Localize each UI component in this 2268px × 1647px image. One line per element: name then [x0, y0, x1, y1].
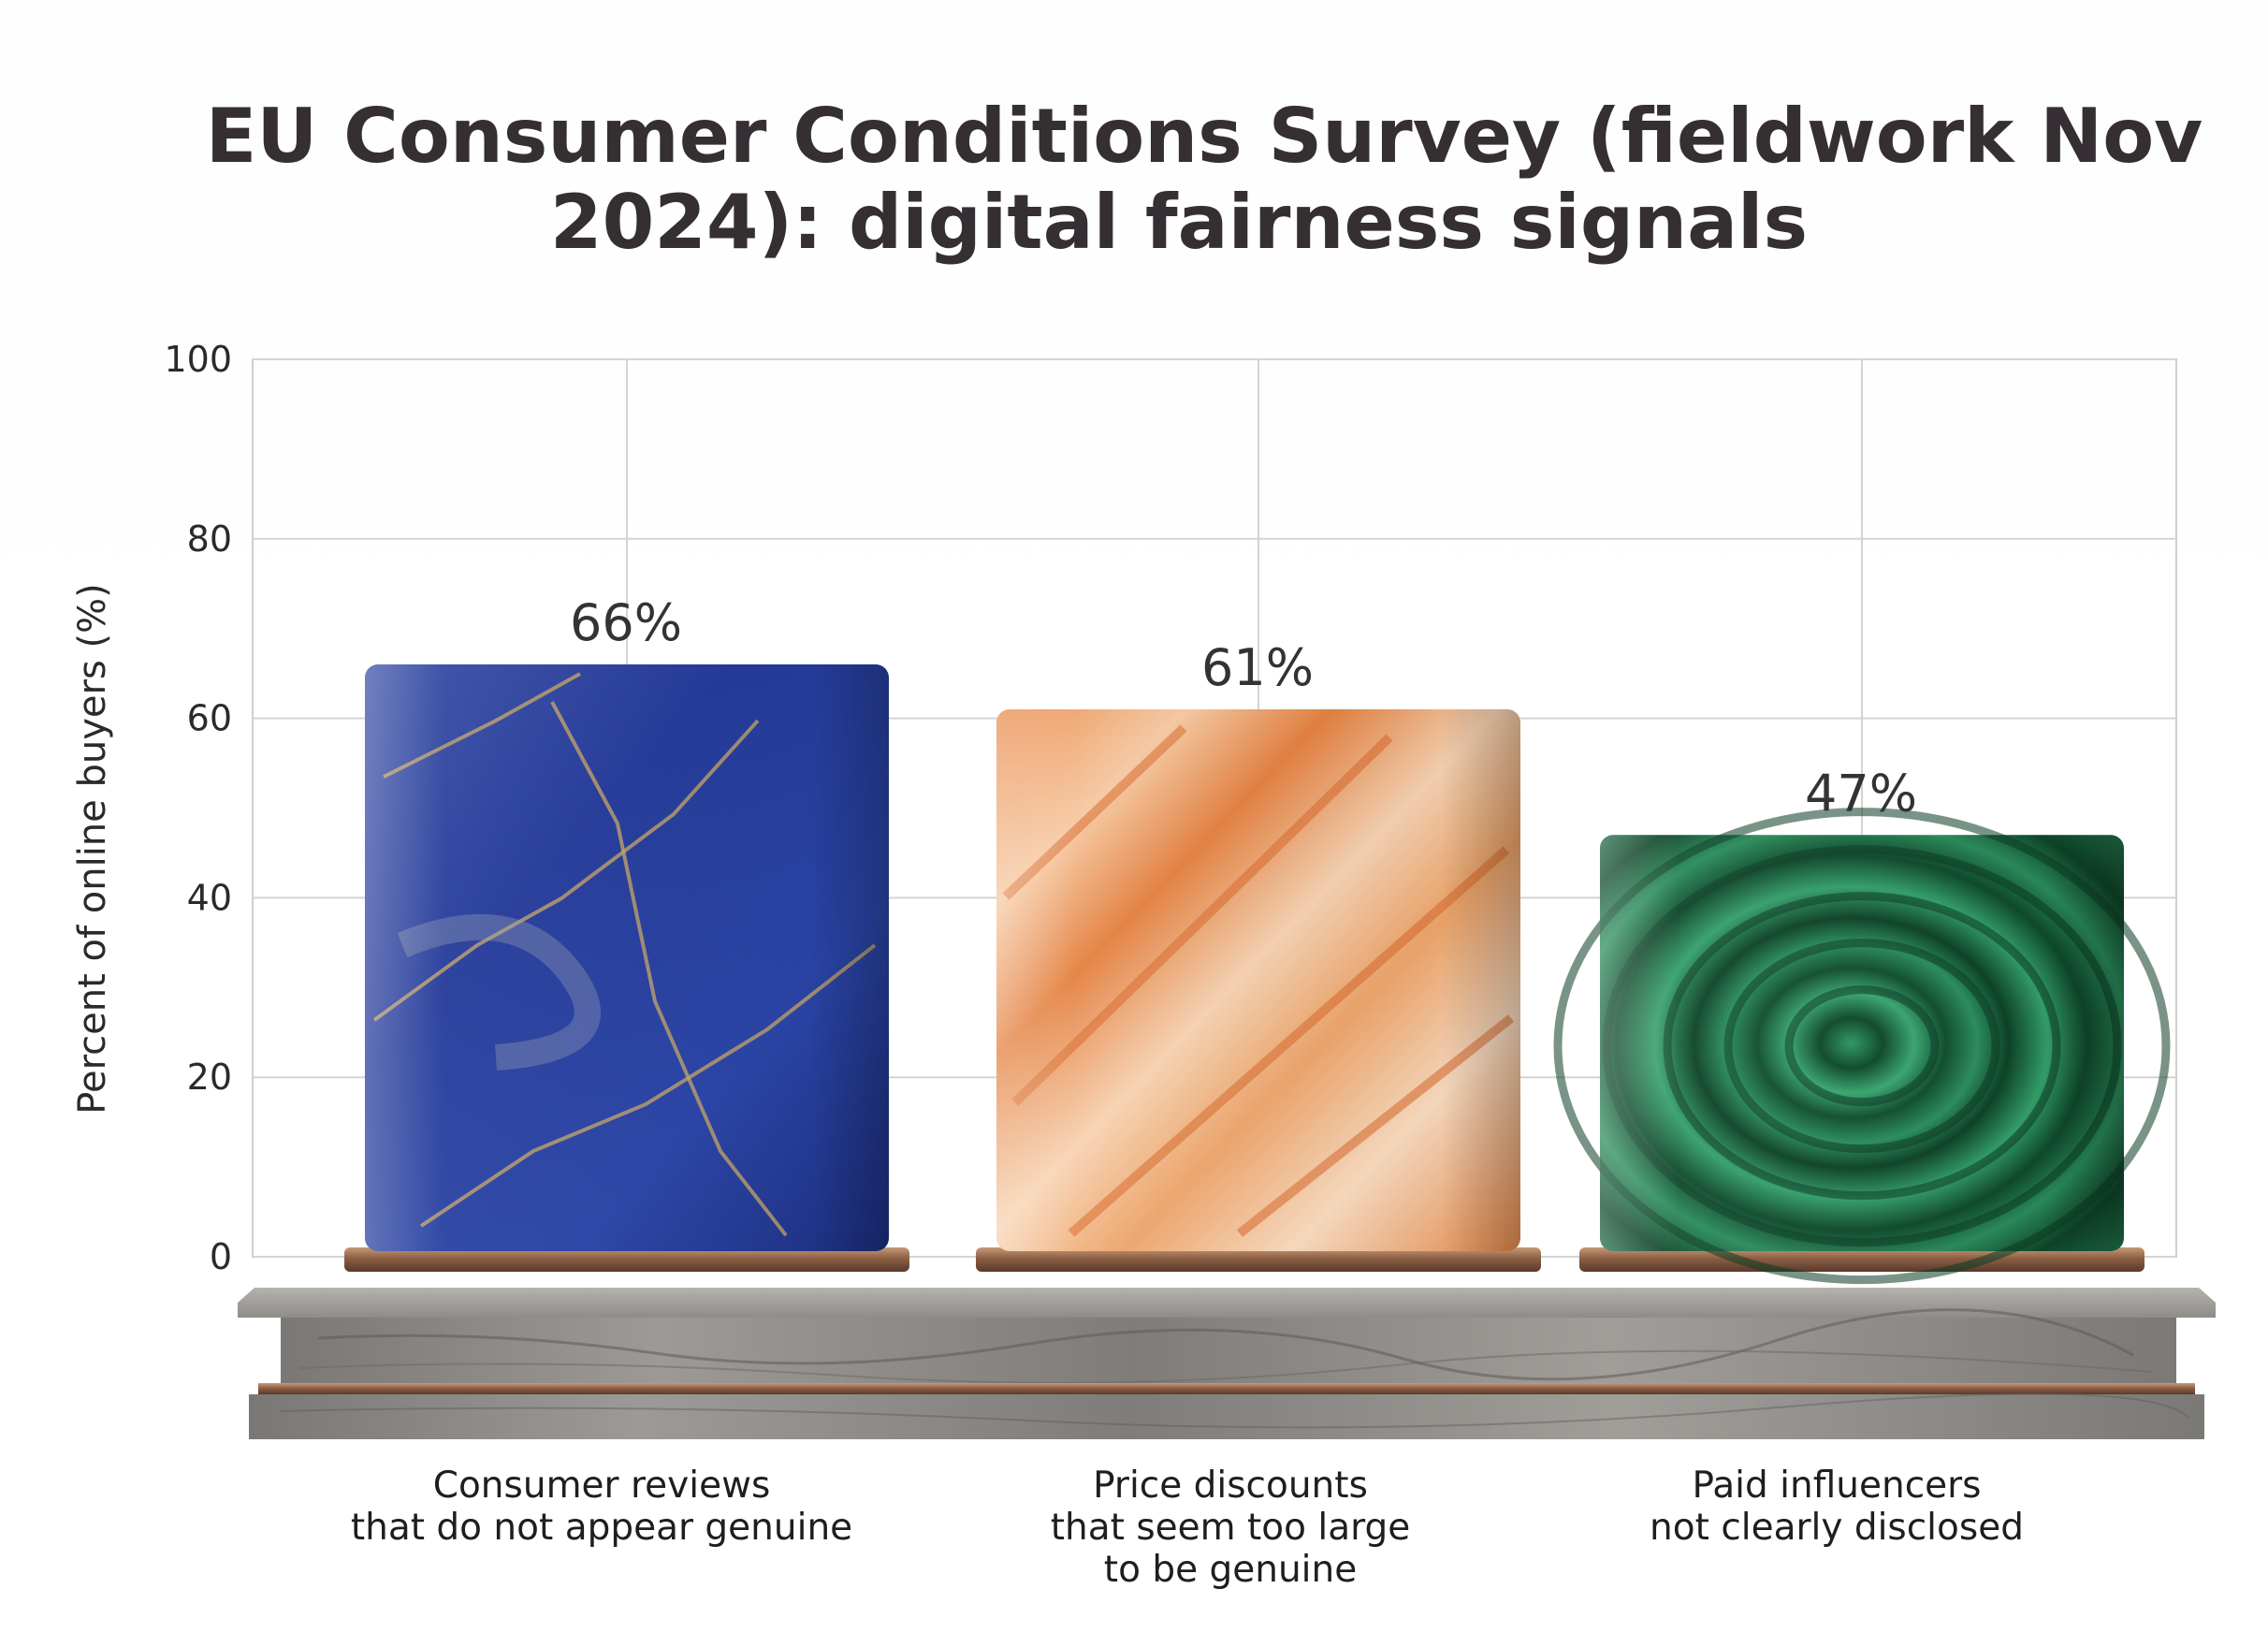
x-category-label: Price discounts that seem too large to be …	[1051, 1465, 1411, 1591]
x-category-label-line: that seem too large	[1051, 1507, 1411, 1549]
y-tick-label: 20	[187, 1057, 232, 1098]
y-tick-label: 80	[187, 518, 232, 560]
bar-group	[976, 709, 1541, 1272]
x-category-label-line: that do not appear genuine	[351, 1507, 852, 1549]
chart-title-line-2: 2024): digital fairness signals	[550, 179, 1808, 266]
y-axis-label: Percent of online buyers (%)	[71, 583, 114, 1114]
malachite-ring	[1553, 808, 2171, 1285]
bar-plinth	[344, 1247, 909, 1272]
bar-value-label: 61%	[1201, 638, 1314, 697]
bar-group	[1553, 808, 2171, 1285]
stone-pedestal	[238, 1288, 2216, 1439]
bar-value-label: 47%	[1805, 764, 1917, 823]
bar-gloss	[365, 664, 889, 1251]
x-category-label-line: not clearly disclosed	[1650, 1507, 2024, 1549]
bars	[344, 664, 2171, 1285]
x-category-label: Paid influencers not clearly disclosed	[1650, 1465, 2024, 1549]
x-category-label-line: Price discounts	[1093, 1465, 1368, 1507]
chart-title: EU Consumer Conditions Survey (fieldwork…	[206, 93, 2203, 266]
y-tick-label: 60	[187, 698, 232, 739]
bar-gloss	[996, 709, 1520, 1251]
bar-value-label: 66%	[570, 593, 682, 652]
bar-gloss	[1600, 835, 2124, 1251]
x-category-label: Consumer reviews that do not appear genui…	[351, 1465, 852, 1549]
chart-title-line-1: EU Consumer Conditions Survey (fieldwork…	[206, 93, 2203, 180]
x-category-label-line: to be genuine	[1104, 1549, 1357, 1591]
value-labels: 66% 61% 47%	[570, 593, 1917, 823]
bar-group	[344, 664, 909, 1272]
bar-plinth	[976, 1247, 1541, 1272]
category-labels: Consumer reviews that do not appear genui…	[351, 1465, 2024, 1591]
x-category-label-line: Consumer reviews	[433, 1465, 771, 1507]
y-tick-label: 0	[210, 1236, 232, 1277]
x-category-label-line: Paid influencers	[1693, 1465, 1982, 1507]
y-axis-ticks: 0 20 40 60 80 100	[164, 339, 232, 1277]
y-tick-label: 40	[187, 877, 232, 918]
y-tick-label: 100	[164, 339, 232, 380]
